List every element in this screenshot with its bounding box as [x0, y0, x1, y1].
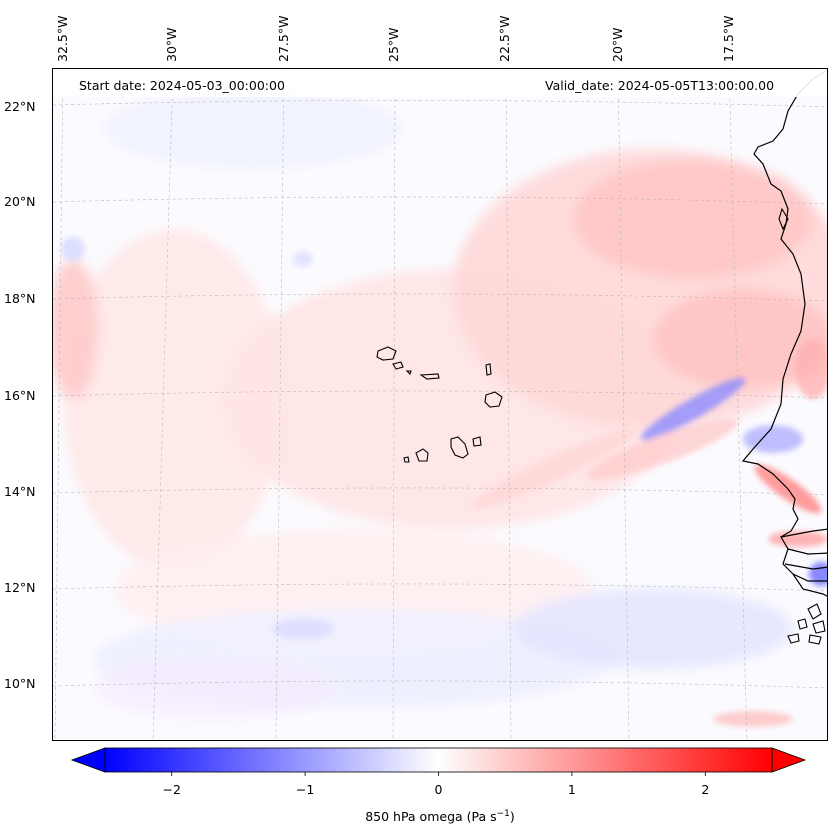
header-strip: [53, 69, 827, 97]
colorbar-label-exp: −1: [496, 809, 510, 819]
map-panel[interactable]: [52, 68, 828, 741]
island-santiago: [450, 436, 469, 459]
colorbar: [70, 747, 807, 776]
lon-label-25w: 25°W: [386, 27, 401, 62]
lon-label-20w: 20°W: [610, 27, 625, 62]
colorbar-label: 850 hPa omega (Pa s−1): [365, 809, 515, 824]
colorbar-min-extend: [70, 747, 106, 773]
island-sao-vicente: [392, 361, 404, 370]
lat-label-16n: 16°N: [4, 388, 36, 403]
lon-label-30w: 30°W: [164, 27, 179, 62]
coastal-island-bijagos-3: [797, 618, 808, 630]
omega-field-map: [53, 69, 827, 740]
coastal-island-1: [778, 207, 789, 231]
start-date-label: Start date: 2024-05-03_00:00:00: [79, 78, 285, 93]
lon-label-27-5w: 27.5°W: [276, 15, 291, 62]
colorbar-tick-label-0: −2: [162, 782, 181, 797]
colorbar-tick-label-3: 1: [567, 782, 576, 797]
coastline: [741, 69, 827, 597]
colorbar-tick-label-4: 2: [701, 782, 710, 797]
colorbar-max-extend: [771, 747, 807, 773]
island-brava: [403, 456, 410, 463]
lat-label-22n: 22°N: [4, 99, 36, 114]
colorbar-label-suffix: ): [509, 809, 515, 825]
lat-label-14n: 14°N: [4, 484, 36, 499]
lat-label-18n: 18°N: [4, 291, 36, 306]
island-santa-luzia: [405, 370, 412, 376]
lon-label-17-5w: 17.5°W: [721, 15, 736, 62]
lon-label-22-5w: 22.5°W: [497, 15, 512, 62]
island-maio: [472, 436, 482, 447]
lon-label-32-5w: 32.5°W: [55, 15, 70, 62]
colorbar-gradient: [104, 747, 773, 773]
island-fogo: [415, 448, 429, 462]
coastal-island-bijagos-5: [808, 634, 822, 645]
island-santo-antao: [376, 346, 397, 361]
valid-date-label: Valid_date: 2024-05-05T13:00:00.00: [545, 78, 775, 93]
coastal-island-bijagos-2: [812, 620, 826, 634]
islands: [376, 207, 826, 645]
colorbar-tick-label-2: 0: [434, 782, 443, 797]
island-sal: [485, 363, 492, 376]
graticule-lines: [53, 69, 827, 740]
lat-label-10n: 10°N: [4, 676, 36, 691]
colorbar-label-prefix: 850 hPa omega (Pa s: [365, 809, 497, 825]
island-sao-nicolau: [419, 373, 440, 380]
coastal-island-bijagos-1: [807, 603, 822, 620]
coastal-island-bijagos-4: [787, 633, 800, 644]
lat-label-20n: 20°N: [4, 194, 36, 209]
lat-label-12n: 12°N: [4, 580, 36, 595]
omega-shading-detail: [61, 237, 827, 727]
island-boa-vista: [484, 391, 503, 408]
colorbar-tick-label-1: −1: [295, 782, 315, 797]
